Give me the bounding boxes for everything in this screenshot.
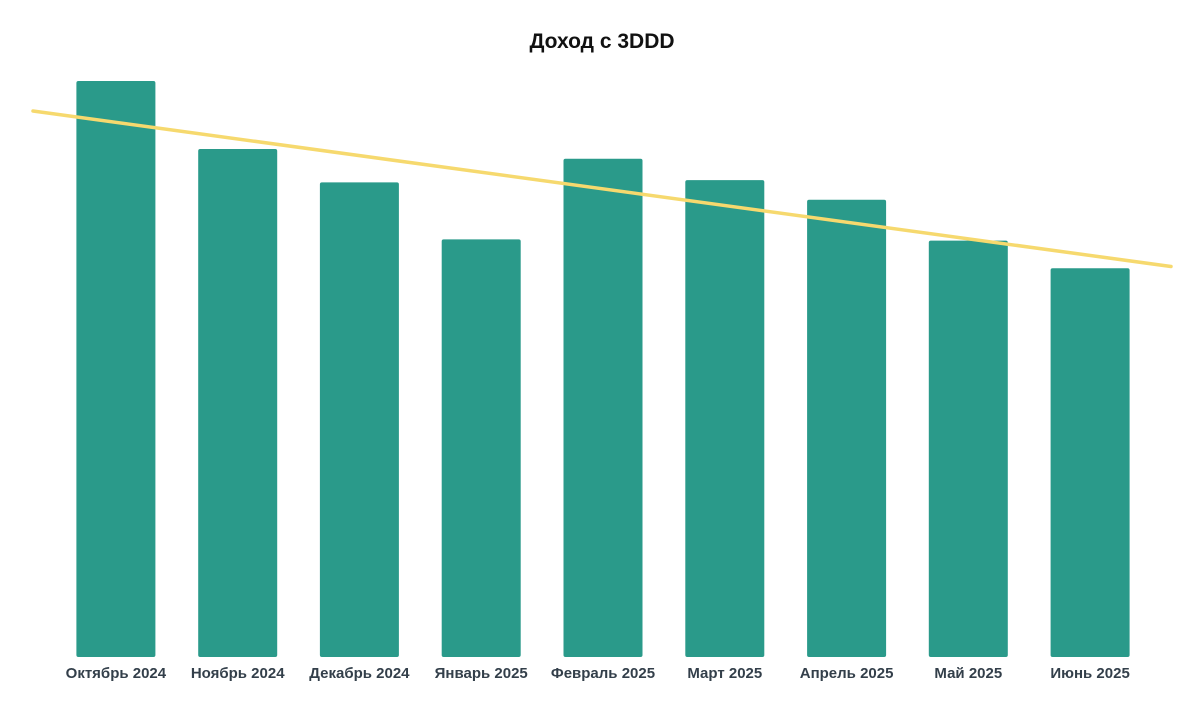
- trend-layer: [31, 109, 1173, 269]
- bar-6: [685, 180, 765, 657]
- bars-layer: [76, 81, 1130, 658]
- x-tick-label: Октябрь 2024: [66, 665, 167, 682]
- x-tick-label: Июнь 2025: [1050, 665, 1129, 682]
- x-tick-label: Ноябрь 2024: [191, 665, 285, 682]
- x-tick-label: Март 2025: [687, 665, 762, 682]
- x-tick-label: Май 2025: [934, 665, 1002, 682]
- bar-4: [441, 239, 521, 657]
- bar-3: [319, 182, 399, 657]
- x-tick-label: Декабрь 2024: [309, 665, 410, 682]
- chart-title: Доход с 3DDD: [529, 30, 675, 53]
- x-axis-labels: Октябрь 2024 Ноябрь 2024 Декабрь 2024 Январ…: [66, 665, 1130, 682]
- x-tick-label: Февраль 2025: [551, 665, 655, 682]
- x-tick-label: Апрель 2025: [800, 665, 894, 682]
- x-tick-label: Январь 2025: [435, 665, 528, 682]
- bar-1: [76, 81, 156, 657]
- bar-2: [198, 149, 278, 657]
- bar-8: [928, 240, 1008, 657]
- trend-line: [31, 109, 1173, 269]
- bar-5: [563, 158, 643, 658]
- bar-7: [807, 199, 887, 657]
- bar-9: [1050, 268, 1130, 657]
